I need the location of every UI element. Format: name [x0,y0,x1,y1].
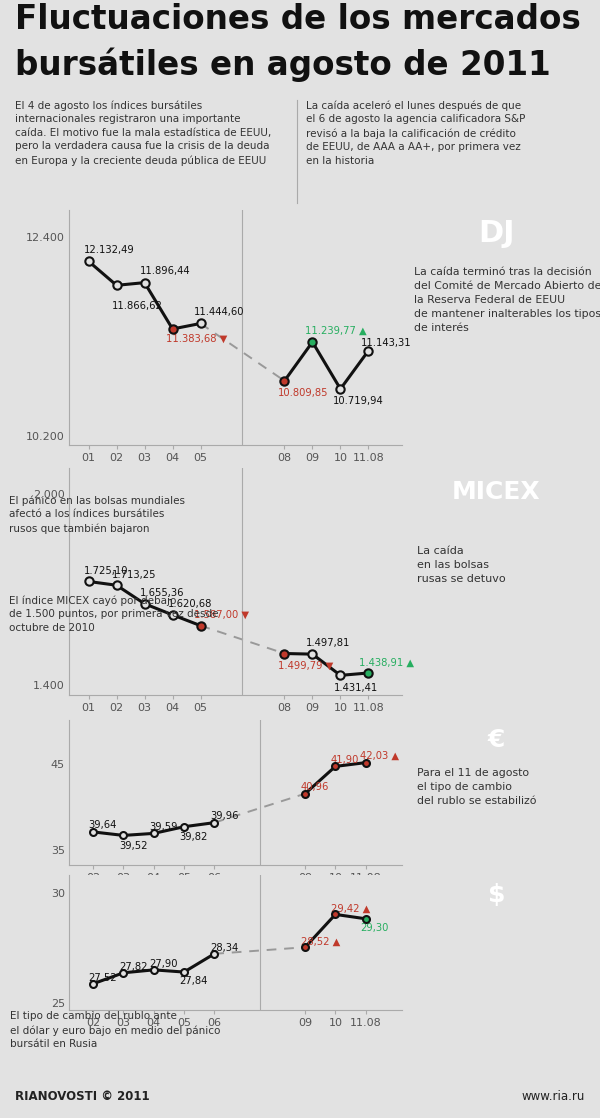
Text: 29,42 ▲: 29,42 ▲ [331,903,370,913]
Text: 1.431,41: 1.431,41 [334,683,379,693]
Text: La caída aceleró el lunes después de que
el 6 de agosto la agencia calificadora : La caída aceleró el lunes después de que… [306,101,526,165]
Text: 11.444,60: 11.444,60 [194,306,244,316]
Text: 40,96: 40,96 [301,783,329,793]
Text: 39,59: 39,59 [149,822,178,832]
Text: 1.497,81: 1.497,81 [306,638,350,648]
Text: 28,52 ▲: 28,52 ▲ [301,936,340,946]
Text: 1.725,10: 1.725,10 [83,566,128,576]
Text: Para el 11 de agosto
el tipo de cambio
del rublo se estabilizó: Para el 11 de agosto el tipo de cambio d… [417,768,536,806]
Text: MICEX: MICEX [452,480,541,504]
Text: 28,34: 28,34 [210,942,238,953]
Text: 11.383,68 ▼: 11.383,68 ▼ [166,333,227,343]
Text: 11.896,44: 11.896,44 [140,266,191,276]
Text: 29,30: 29,30 [360,923,389,934]
Text: 39,82: 39,82 [179,832,208,842]
Text: El 4 de agosto los índices bursátiles
internacionales registraron una importante: El 4 de agosto los índices bursátiles in… [15,101,271,165]
Text: El pánico en las bolsas mundiales
afectó a los índices bursátiles
rusos que tamb: El pánico en las bolsas mundiales afectó… [9,495,185,533]
Text: 1.620,68: 1.620,68 [167,599,212,609]
Text: €: € [488,728,505,752]
Text: 1.587,00 ▼: 1.587,00 ▼ [194,610,250,620]
Text: $: $ [488,883,505,907]
Text: 10.719,94: 10.719,94 [332,396,383,406]
Text: 27,90: 27,90 [149,959,178,969]
Text: Fluctuaciones de los mercados: Fluctuaciones de los mercados [15,3,581,36]
Text: 1.499,79 ▼: 1.499,79 ▼ [278,661,334,671]
Text: 42,03 ▲: 42,03 ▲ [360,751,400,761]
Text: 27,84: 27,84 [179,976,208,986]
Text: La caída terminó tras la decisión
del Comité de Mercado Abierto de
la Reserva Fe: La caída terminó tras la decisión del Co… [415,267,600,333]
Text: 1.655,36: 1.655,36 [140,588,184,598]
Text: 39,96: 39,96 [210,812,238,822]
Text: bursátiles en agosto de 2011: bursátiles en agosto de 2011 [15,47,551,82]
Text: DJ: DJ [478,219,515,248]
Text: La caída
en las bolsas
rusas se detuvo: La caída en las bolsas rusas se detuvo [417,547,505,585]
Text: 27,82: 27,82 [119,961,148,972]
Text: 11.143,31: 11.143,31 [361,339,411,349]
Text: RIANOVOSTI © 2011: RIANOVOSTI © 2011 [15,1090,149,1102]
Text: El tipo de cambio del rublo ante
el dólar y euro bajo en medio del pánico
bursát: El tipo de cambio del rublo ante el dóla… [10,1012,220,1049]
Text: 41,90: 41,90 [331,755,359,765]
Text: 1.438,91 ▲: 1.438,91 ▲ [359,657,415,667]
Text: 39,64: 39,64 [89,821,117,831]
Text: 12.132,49: 12.132,49 [83,245,134,255]
Text: 39,52: 39,52 [119,841,148,851]
Text: 10.809,85: 10.809,85 [277,388,328,398]
Text: www.ria.ru: www.ria.ru [521,1090,585,1102]
Text: 1.713,25: 1.713,25 [112,569,156,579]
Text: El índice MICEX cayó por debajo
de 1.500 puntos, por primera vez desde
octubre d: El índice MICEX cayó por debajo de 1.500… [9,595,218,633]
Text: 11.239,77 ▲: 11.239,77 ▲ [305,325,367,335]
Text: 27,52: 27,52 [89,973,118,983]
Text: 11.866,62: 11.866,62 [112,301,163,311]
